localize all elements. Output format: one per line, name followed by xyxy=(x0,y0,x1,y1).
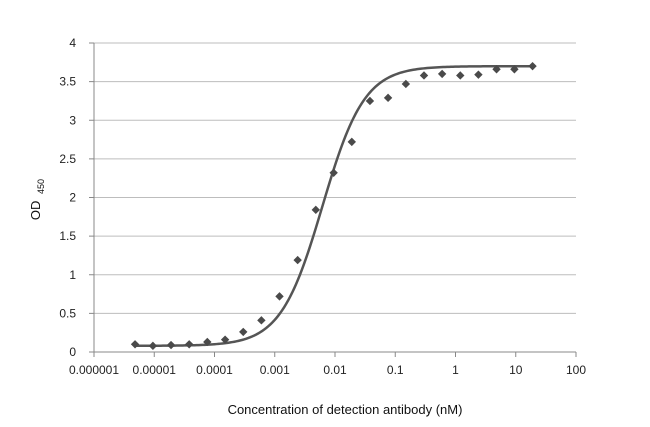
data-point xyxy=(275,292,284,301)
y-tick-label: 2 xyxy=(69,191,76,205)
x-tick-label: 1 xyxy=(452,363,459,377)
x-tick-label: 0.000001 xyxy=(69,363,119,377)
data-point xyxy=(528,61,537,71)
fit-curve xyxy=(135,64,533,348)
data-point xyxy=(474,70,483,79)
y-axis-label-main: OD xyxy=(28,201,43,221)
y-tick-label: 4 xyxy=(69,36,76,50)
grid-lines xyxy=(94,42,576,314)
data-markers xyxy=(130,61,537,351)
y-tick-label: 2.5 xyxy=(59,152,76,166)
x-tick-label: 0.001 xyxy=(260,363,290,377)
y-tick-label: 0.5 xyxy=(59,306,76,320)
data-point xyxy=(257,316,266,325)
x-axis-label: Concentration of detection antibody (nM) xyxy=(228,402,463,417)
data-point xyxy=(383,93,393,103)
data-point xyxy=(437,69,447,79)
x-tick-label: 0.00001 xyxy=(133,363,177,377)
data-point xyxy=(401,79,411,89)
x-tick-label: 100 xyxy=(566,363,586,377)
data-point xyxy=(220,335,230,344)
data-point xyxy=(365,96,375,106)
y-axis-label: OD 450 xyxy=(28,179,46,220)
data-point xyxy=(130,340,140,349)
x-tick-label: 0.1 xyxy=(387,363,404,377)
data-point xyxy=(347,137,356,147)
x-tick-label: 0.0001 xyxy=(196,363,233,377)
data-point xyxy=(510,65,519,74)
data-point xyxy=(456,71,465,80)
x-tick-labels: 0.000001 0.00001 0.0001 0.001 0.01 0.1 1 10 100 xyxy=(69,352,586,377)
y-axis-label-subscript: 450 xyxy=(36,179,46,194)
data-point xyxy=(419,71,429,80)
data-point xyxy=(203,337,212,347)
data-point xyxy=(184,340,194,349)
y-tick-label: 1 xyxy=(69,268,76,282)
data-point xyxy=(293,255,302,265)
data-point xyxy=(329,168,338,177)
x-tick-label: 10 xyxy=(509,363,523,377)
y-tick-label: 1.5 xyxy=(59,229,76,243)
data-point xyxy=(239,327,248,337)
data-point xyxy=(166,340,176,350)
y-tick-label: 3.5 xyxy=(59,75,76,89)
data-point xyxy=(492,65,501,74)
data-point xyxy=(148,341,158,351)
y-tick-label: 0 xyxy=(69,345,76,359)
y-tick-labels: 0 0.5 1 1.5 2 2.5 3 3.5 4 xyxy=(59,36,94,359)
data-point xyxy=(311,205,320,215)
x-tick-label: 0.01 xyxy=(323,363,347,377)
y-tick-label: 3 xyxy=(69,113,76,127)
